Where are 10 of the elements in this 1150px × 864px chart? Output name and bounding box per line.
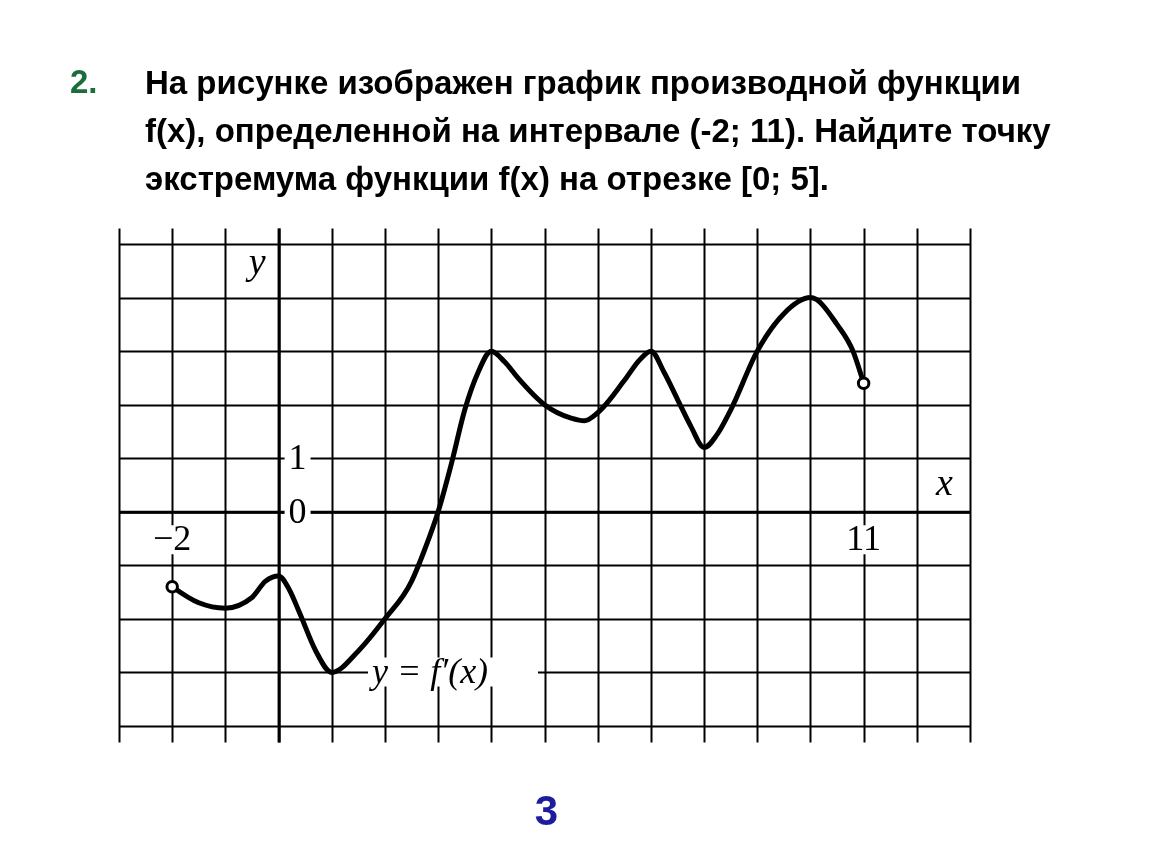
chart-title: На рисунке изображен график производной функции f(x), определенной на интервале (-2; 11). Найдите точку экстремума функции f(x) на отрезке [0; 5].: [145, 64, 1052, 197]
text: 3: [534, 787, 559, 834]
y-tick-label: 0: [288, 490, 307, 531]
y-tick-label: 1: [288, 437, 307, 478]
x-tick-label: −2: [153, 517, 192, 558]
x-tick-label: 11: [846, 517, 881, 558]
x-axis-title: x: [935, 461, 954, 504]
y-axis-title: y: [244, 239, 266, 282]
annotation: y = f′(x): [369, 651, 489, 691]
text: 2.: [70, 63, 98, 100]
